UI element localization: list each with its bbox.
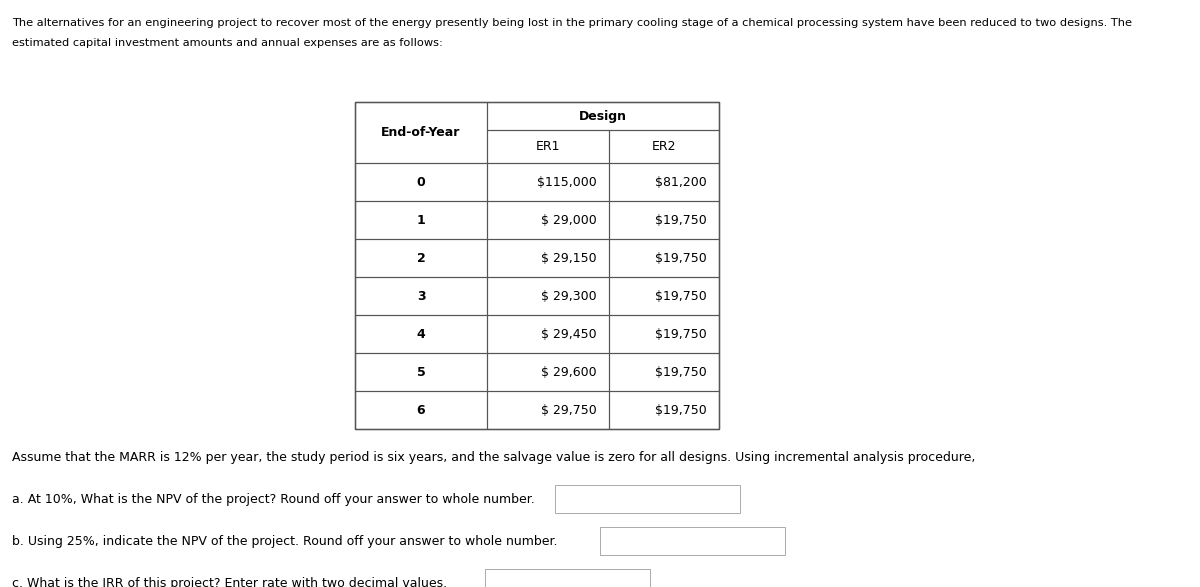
Bar — [610, 391, 719, 429]
Text: 0: 0 — [416, 176, 425, 188]
Text: $81,200: $81,200 — [655, 176, 707, 188]
Bar — [600, 527, 785, 555]
Bar — [487, 239, 610, 277]
Text: estimated capital investment amounts and annual expenses are as follows:: estimated capital investment amounts and… — [12, 38, 443, 48]
Text: $19,750: $19,750 — [655, 403, 707, 417]
Bar — [355, 201, 487, 239]
Text: ER1: ER1 — [535, 140, 560, 153]
Text: 4: 4 — [416, 328, 425, 340]
Text: Design: Design — [580, 110, 628, 123]
Text: $ 29,750: $ 29,750 — [541, 403, 598, 417]
Text: $ 29,450: $ 29,450 — [541, 328, 598, 340]
Bar — [610, 239, 719, 277]
Text: 1: 1 — [416, 214, 425, 227]
Text: $19,750: $19,750 — [655, 214, 707, 227]
Text: $19,750: $19,750 — [655, 251, 707, 265]
Text: $ 29,300: $ 29,300 — [541, 289, 598, 302]
Bar — [610, 353, 719, 391]
Bar — [610, 130, 719, 163]
Bar — [355, 391, 487, 429]
Bar — [487, 201, 610, 239]
Text: 6: 6 — [416, 403, 425, 417]
Text: b. Using 25%, indicate the NPV of the project. Round off your answer to whole nu: b. Using 25%, indicate the NPV of the pr… — [12, 535, 558, 548]
Bar — [610, 277, 719, 315]
Bar — [355, 102, 719, 429]
Bar — [487, 102, 719, 130]
Bar — [554, 485, 740, 513]
Text: a. At 10%, What is the NPV of the project? Round off your answer to whole number: a. At 10%, What is the NPV of the projec… — [12, 492, 535, 505]
Text: $ 29,000: $ 29,000 — [541, 214, 598, 227]
Bar — [355, 239, 487, 277]
Text: c. What is the IRR of this project? Enter rate with two decimal values.: c. What is the IRR of this project? Ente… — [12, 576, 448, 587]
Text: $19,750: $19,750 — [655, 366, 707, 379]
Bar — [355, 315, 487, 353]
Bar — [355, 353, 487, 391]
Text: 2: 2 — [416, 251, 425, 265]
Text: Assume that the MARR is 12% per year, the study period is six years, and the sal: Assume that the MARR is 12% per year, th… — [12, 451, 976, 464]
Text: $ 29,600: $ 29,600 — [541, 366, 598, 379]
Bar — [610, 315, 719, 353]
Bar — [610, 201, 719, 239]
Text: 5: 5 — [416, 366, 425, 379]
Text: The alternatives for an engineering project to recover most of the energy presen: The alternatives for an engineering proj… — [12, 18, 1132, 28]
Text: ER2: ER2 — [652, 140, 677, 153]
Bar — [487, 130, 610, 163]
Text: $ 29,150: $ 29,150 — [541, 251, 598, 265]
Bar — [487, 277, 610, 315]
Bar — [355, 102, 487, 163]
Bar — [355, 277, 487, 315]
Bar — [487, 163, 610, 201]
Bar — [487, 353, 610, 391]
Bar — [355, 163, 487, 201]
Bar — [487, 315, 610, 353]
Bar — [610, 163, 719, 201]
Text: $19,750: $19,750 — [655, 289, 707, 302]
Bar — [485, 569, 650, 587]
Text: 3: 3 — [416, 289, 425, 302]
Text: End-of-Year: End-of-Year — [382, 126, 461, 139]
Text: $115,000: $115,000 — [538, 176, 598, 188]
Text: $19,750: $19,750 — [655, 328, 707, 340]
Bar — [487, 391, 610, 429]
